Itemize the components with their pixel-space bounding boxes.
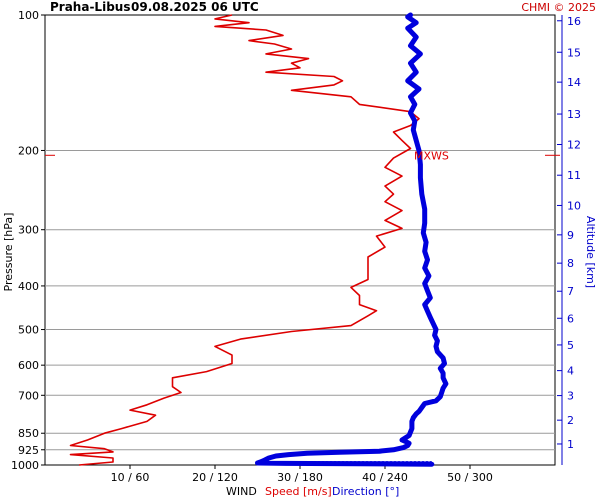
altitude-tick-label-13: 13	[567, 108, 581, 121]
pressure-grid	[45, 149, 555, 451]
y-tick-label-500: 500	[18, 324, 39, 337]
y-tick-label-300: 300	[18, 224, 39, 237]
altitude-tick-label-9: 9	[567, 229, 574, 242]
altitude-tick-label-4: 4	[567, 365, 574, 378]
y-axis-title: Pressure [hPa]	[2, 213, 15, 292]
altitude-tick-label-7: 7	[567, 285, 574, 298]
altitude-tick-label-15: 15	[567, 46, 581, 59]
altitude-tick-label-6: 6	[567, 312, 574, 325]
y-tick-label-1000: 1000	[11, 459, 39, 472]
direction-series-line	[255, 12, 449, 467]
speed-legend-label: Speed [m/s]	[265, 485, 332, 498]
altitude-tick-label-10: 10	[567, 199, 581, 212]
y-tick-label-925: 925	[18, 444, 39, 457]
datetime-title: 09.08.2025 06 UTC	[131, 0, 259, 14]
x-tick-label-50: 50 / 300	[447, 471, 493, 484]
altitude-tick-label-11: 11	[567, 169, 581, 182]
altitude-tick-label-12: 12	[567, 139, 581, 152]
altitude-tick-label-5: 5	[567, 339, 574, 352]
x-tick-label-30: 30 / 180	[277, 471, 323, 484]
altitude-tick-label-2: 2	[567, 414, 574, 427]
mxws-annotation: MXWS	[45, 149, 560, 162]
y-tick-label-600: 600	[18, 359, 39, 372]
pressure-axis: 100 200 300 400 500 600 700 850 925 1000	[11, 9, 45, 472]
y-tick-label-850: 850	[18, 427, 39, 440]
x-tick-label-20: 20 / 120	[192, 471, 238, 484]
y-tick-label-200: 200	[18, 144, 39, 157]
wind-axis: 10 / 60 20 / 120 30 / 180 40 / 240 50 / 300	[111, 465, 493, 484]
altitude-tick-label-16: 16	[567, 15, 581, 28]
altitude-tick-label-8: 8	[567, 257, 574, 270]
altitude-tick-label-3: 3	[567, 390, 574, 403]
direction-legend-label: Direction [°]	[332, 485, 399, 498]
altitude-tick-label-1: 1	[567, 438, 574, 451]
series-layer	[69, 12, 449, 467]
x-tick-label-10: 10 / 60	[111, 471, 150, 484]
y-tick-label-400: 400	[18, 280, 39, 293]
wind-legend-label: WIND	[226, 485, 257, 498]
altitude-axis-title: Altitude [km]	[584, 216, 597, 288]
speed-series-line	[69, 14, 420, 466]
x-tick-label-40: 40 / 240	[362, 471, 408, 484]
credit-label: CHMI © 2025	[521, 1, 596, 14]
station-title: Praha-Libus	[50, 0, 130, 14]
altitude-tick-label-14: 14	[567, 76, 581, 89]
mxws-label: MXWS	[414, 149, 449, 162]
y-tick-label-700: 700	[18, 389, 39, 402]
plot-frame	[44, 14, 556, 466]
y-tick-label-100: 100	[18, 9, 39, 22]
